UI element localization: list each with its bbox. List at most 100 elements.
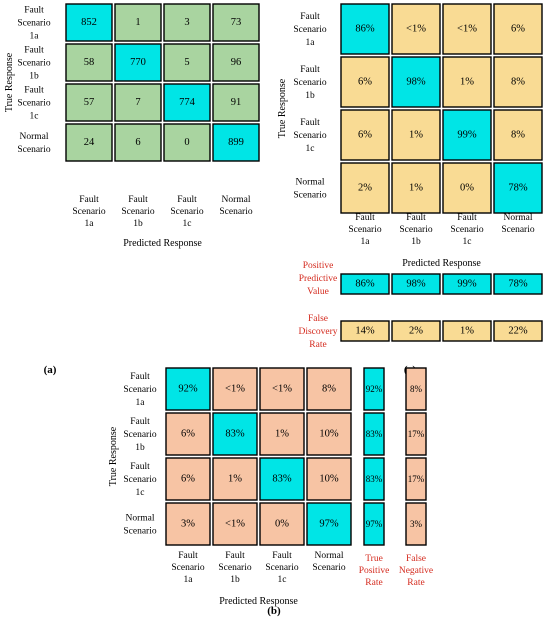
matrix-cell (391, 162, 441, 214)
matrix-cell (165, 457, 211, 501)
cell-value: 6 (135, 137, 140, 148)
matrix-cell (212, 123, 260, 162)
row-label: Fault Scenario 1c (123, 462, 156, 498)
matrix-cell (163, 43, 211, 82)
cell-value: 3 (184, 17, 189, 28)
summary-cell (493, 273, 543, 295)
matrix-cell (65, 3, 113, 42)
cell-value: 99% (457, 130, 477, 141)
matrix-cell (391, 3, 441, 55)
summary-cell (405, 367, 427, 411)
cell-value: 97% (319, 519, 339, 530)
column-label: Fault Scenario 1c (265, 551, 298, 585)
matrix-cell (442, 3, 492, 55)
summary-cell (442, 273, 492, 295)
summary-value: 2% (409, 326, 423, 337)
matrix-cell (306, 412, 352, 456)
summary-cell (391, 273, 441, 295)
summary-value: 17% (408, 474, 425, 484)
cell-value: 3% (181, 519, 195, 530)
cell-value: 0% (275, 519, 289, 530)
cell-value: 86% (355, 24, 375, 35)
matrix-cell (163, 3, 211, 42)
matrix-cell (391, 109, 441, 161)
x-axis-label: Predicted Response (402, 258, 481, 269)
row-label: Normal Scenario (123, 514, 156, 537)
matrix-cell (165, 367, 211, 411)
cell-value: 83% (272, 474, 292, 485)
row-label: Normal Scenario (293, 178, 326, 201)
summary-value: 3% (410, 519, 423, 529)
matrix-cell (212, 3, 260, 42)
matrix-cell (165, 412, 211, 456)
summary-cell (493, 320, 543, 342)
cell-value: 1% (228, 474, 242, 485)
cell-value: 0% (460, 183, 474, 194)
matrix-cell (442, 109, 492, 161)
cell-value: 2% (358, 183, 372, 194)
column-label: Fault Scenario 1b (218, 551, 251, 585)
summary-value: 99% (457, 279, 477, 290)
cell-value: 98% (406, 77, 426, 88)
summary-col-label: True Positive Rate (359, 554, 390, 588)
cell-value: 58 (84, 57, 95, 68)
matrix-cell (442, 56, 492, 108)
y-axis-label: True Response (277, 78, 288, 138)
summary-cell (363, 502, 385, 546)
row-label: Fault Scenario 1b (293, 65, 326, 101)
row-label: Fault Scenario 1a (293, 12, 326, 48)
y-axis-label: True Response (108, 426, 119, 486)
matrix-cell (493, 3, 543, 55)
cell-value: 96 (231, 57, 242, 68)
matrix-cell (212, 83, 260, 122)
column-label: Fault Scenario 1c (450, 213, 483, 247)
row-label: Fault Scenario 1c (17, 86, 50, 122)
summary-value: 83% (366, 429, 383, 439)
cell-value: 8% (511, 130, 525, 141)
summary-cell (442, 320, 492, 342)
summary-cell (363, 457, 385, 501)
summary-value: 86% (355, 279, 375, 290)
cell-value: 1% (275, 429, 289, 440)
cell-value: <1% (406, 24, 426, 35)
matrix-cell (259, 412, 305, 456)
cell-value: 1% (409, 130, 423, 141)
cell-value: 6% (358, 77, 372, 88)
cell-value: 1% (409, 183, 423, 194)
cell-value: 6% (181, 474, 195, 485)
cell-value: 91 (231, 97, 242, 108)
summary-value: 98% (406, 279, 426, 290)
matrix-cell (65, 123, 113, 162)
column-label: Fault Scenario 1b (121, 195, 154, 229)
column-label: Normal Scenario (501, 213, 534, 235)
matrix-cell (442, 162, 492, 214)
matrix-cell (163, 123, 211, 162)
summary-value: 1% (460, 326, 474, 337)
matrix-cell (306, 367, 352, 411)
matrix-cell (114, 123, 162, 162)
cell-value: 5 (184, 57, 189, 68)
cell-value: 24 (84, 137, 95, 148)
x-axis-label: Predicted Response (123, 238, 202, 249)
cell-value: 1 (135, 17, 140, 28)
summary-cell (340, 320, 390, 342)
column-label: Normal Scenario (312, 551, 345, 573)
cell-value: 10% (319, 429, 339, 440)
column-label: Fault Scenario 1a (348, 213, 381, 247)
matrix-cell (212, 367, 258, 411)
cell-value: 83% (225, 429, 245, 440)
row-label: Fault Scenario 1a (17, 6, 50, 42)
cell-value: 73 (231, 17, 242, 28)
matrix-cell (212, 502, 258, 546)
matrix-cell (212, 43, 260, 82)
cell-value: <1% (272, 384, 292, 395)
cell-value: 8% (511, 77, 525, 88)
summary-cell (391, 320, 441, 342)
cell-value: 774 (179, 97, 196, 108)
summary-value: 83% (366, 474, 383, 484)
matrix-cell (340, 162, 390, 214)
cell-value: 1% (460, 77, 474, 88)
matrix-cell (259, 502, 305, 546)
matrix-cell (165, 502, 211, 546)
